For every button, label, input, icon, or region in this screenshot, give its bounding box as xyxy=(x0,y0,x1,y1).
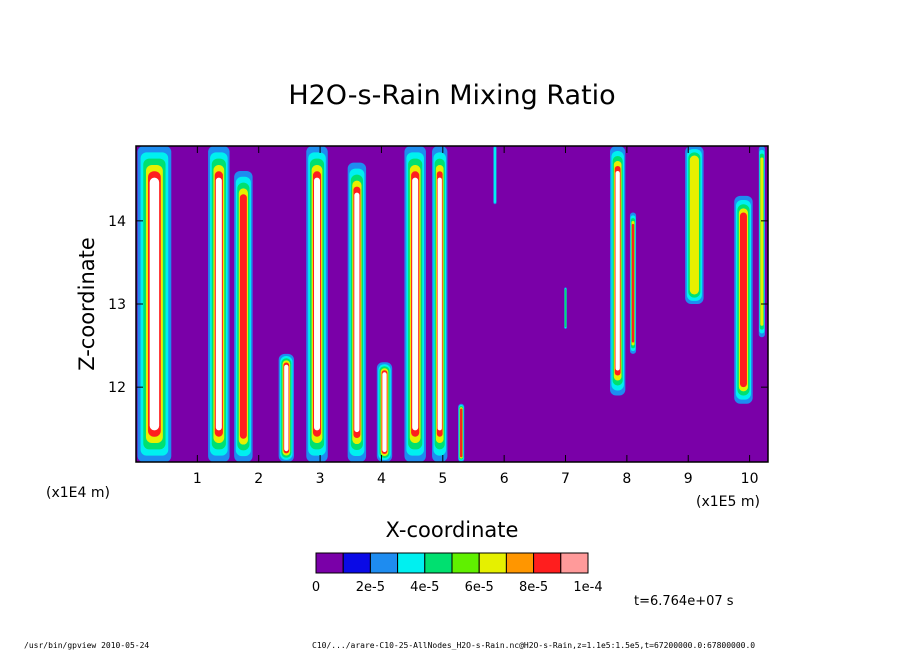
precip-feature xyxy=(208,146,230,462)
precip-feature xyxy=(376,362,393,462)
contour-band xyxy=(239,194,247,439)
colorbar-label: 0 xyxy=(312,580,320,595)
colorbar-label: 6e-5 xyxy=(465,580,494,595)
contour-band xyxy=(615,170,620,371)
colorbar-swatch xyxy=(369,552,399,574)
colorbar-swatch xyxy=(505,552,535,574)
x-unit-left: (x1E4 m) xyxy=(46,485,110,501)
y-tick-label: 12 xyxy=(108,380,126,396)
contour-band xyxy=(382,372,387,453)
x-tick-label: 5 xyxy=(438,471,447,487)
colorbar-label: 1e-4 xyxy=(573,580,602,595)
contour-band xyxy=(314,177,321,431)
precip-feature xyxy=(629,212,637,354)
precip-feature xyxy=(234,170,253,462)
precip-feature xyxy=(306,146,328,462)
contour-band xyxy=(631,223,635,343)
plot-area xyxy=(136,146,768,462)
contour-band xyxy=(215,177,222,431)
x-tick-label: 3 xyxy=(316,471,325,487)
y-axis: 12 13 14 xyxy=(108,214,768,396)
precip-feature xyxy=(458,403,465,462)
x-tick-label: 9 xyxy=(684,471,693,487)
colorbar-swatch xyxy=(451,552,480,574)
x-axis: 1 2 3 4 5 6 7 8 9 10 xyxy=(193,146,759,487)
contour-band xyxy=(460,408,463,458)
x-axis-label: X-coordinate xyxy=(386,518,519,542)
x-unit-right: (x1E5 m) xyxy=(696,494,760,510)
x-tick-label: 10 xyxy=(741,471,759,487)
precip-feature xyxy=(493,146,497,205)
contour-band xyxy=(689,155,699,295)
precip-feature xyxy=(278,353,294,462)
precip-feature xyxy=(610,146,626,396)
precip-feature xyxy=(685,146,704,304)
contour-band xyxy=(437,177,442,431)
x-tick-label: 4 xyxy=(377,471,386,487)
colorbar-swatch xyxy=(397,552,426,574)
colorbar-swatch xyxy=(560,552,589,574)
footer-data-source: C10/.../arare-C10-25-AllNodes_H2O-s-Rain… xyxy=(312,641,756,650)
y-tick-label: 13 xyxy=(108,297,126,313)
colorbar-label: 2e-5 xyxy=(356,580,385,595)
colorbar-swatch xyxy=(533,552,562,574)
contour-band xyxy=(564,289,567,328)
colorbar-swatch xyxy=(424,552,453,574)
precip-feature xyxy=(734,195,753,404)
precip-feature xyxy=(404,146,426,462)
y-tick-label: 14 xyxy=(108,214,126,230)
colorbar-label: 4e-5 xyxy=(410,580,439,595)
contour-band xyxy=(149,177,160,431)
x-tick-label: 6 xyxy=(500,471,509,487)
precip-feature xyxy=(137,146,172,462)
precip-feature xyxy=(432,146,448,462)
precip-feature xyxy=(758,146,765,338)
x-tick-label: 8 xyxy=(622,471,631,487)
contour-band xyxy=(284,364,289,452)
time-label: t=6.764e+07 s xyxy=(634,594,734,609)
precip-feature xyxy=(347,162,367,462)
contour-band xyxy=(739,212,747,388)
contour-band xyxy=(412,177,419,431)
x-tick-label: 1 xyxy=(193,471,202,487)
contour-band xyxy=(493,147,497,204)
x-tick-label: 2 xyxy=(254,471,263,487)
y-axis-label: Z-coordinate xyxy=(75,237,99,371)
colorbar-swatch xyxy=(478,552,507,574)
colorbar: 0 2e-5 4e-5 6e-5 8e-5 1e-4 xyxy=(312,552,603,595)
chart-title: H2O-s-Rain Mixing Ratio xyxy=(288,80,615,111)
x-tick-label: 7 xyxy=(561,471,570,487)
precip-feature xyxy=(564,287,567,329)
contour-band xyxy=(760,157,764,326)
colorbar-label: 8e-5 xyxy=(519,580,548,595)
heatmap-background xyxy=(136,146,768,462)
contour-band xyxy=(354,192,360,433)
colorbar-swatch xyxy=(315,552,344,574)
footer-program-date: /usr/bin/gpview 2010-05-24 xyxy=(24,641,150,650)
colorbar-swatch xyxy=(342,552,371,574)
